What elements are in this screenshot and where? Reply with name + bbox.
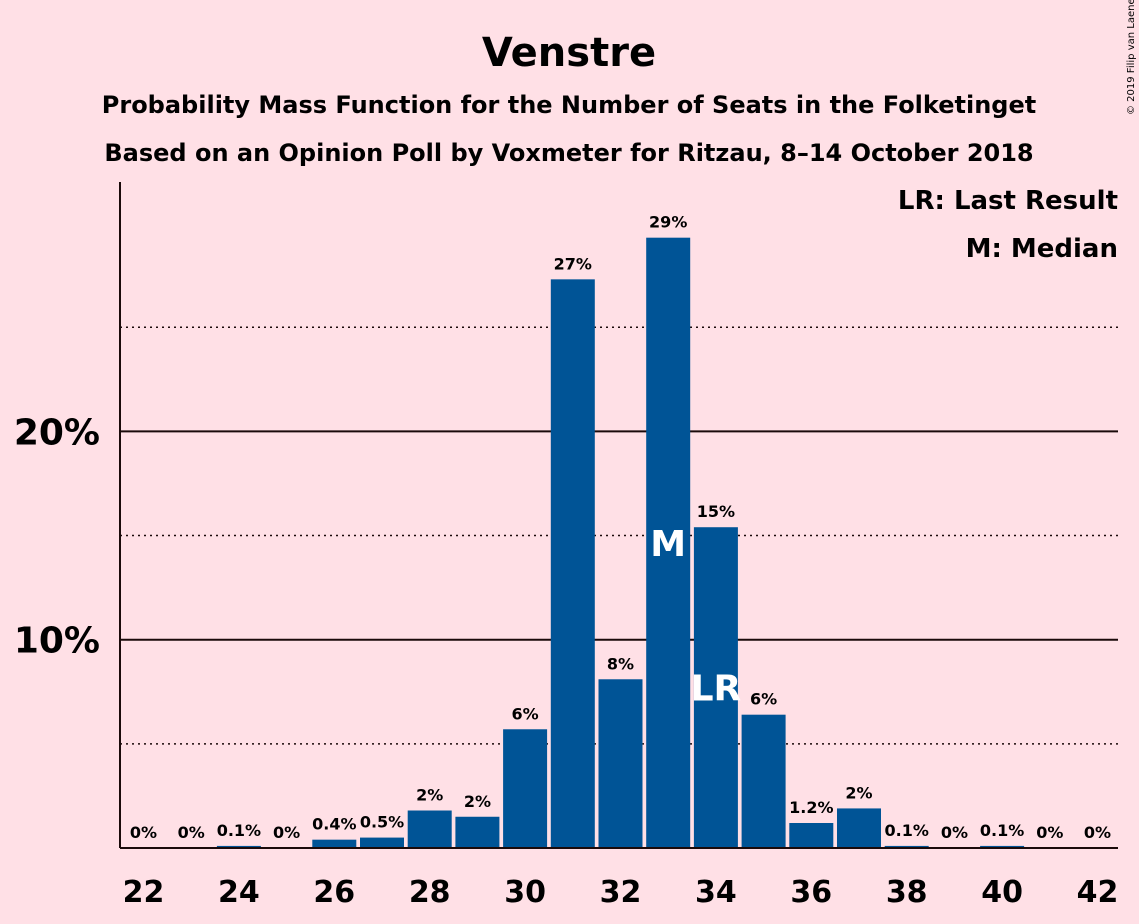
data-label: 6% [512, 704, 539, 723]
x-tick-label: 24 [218, 875, 260, 910]
bar [503, 729, 548, 848]
data-label: 0% [1084, 823, 1111, 842]
data-label: 15% [697, 502, 735, 521]
data-label: 0.4% [312, 815, 356, 834]
x-tick-label: 42 [1077, 875, 1119, 910]
bar [837, 808, 881, 848]
bar [550, 279, 595, 848]
chart-subtitle-2: Based on an Opinion Poll by Voxmeter for… [104, 139, 1033, 167]
x-tick-label: 38 [886, 875, 928, 910]
data-label: 0.1% [980, 821, 1024, 840]
x-tick-label: 30 [504, 875, 546, 910]
data-label: 0% [130, 823, 157, 842]
x-tick-label: 34 [695, 875, 737, 910]
bar [312, 839, 357, 848]
data-label: 0% [178, 823, 205, 842]
data-label: 0% [273, 823, 300, 842]
bar [360, 837, 404, 848]
data-label: 0.5% [360, 813, 404, 832]
data-label: 1.2% [789, 798, 833, 817]
x-tick-label: 26 [313, 875, 355, 910]
data-labels: 0% 0% 0.1% 0% 0.4% 0.5% 2% 2% 6% 27% 8% 29% 15% 6% 1.2… [130, 213, 1111, 842]
x-tick-label: 22 [123, 875, 165, 910]
bar [646, 237, 691, 848]
x-tick-label: 28 [409, 875, 451, 910]
bars [216, 237, 1025, 848]
bar [789, 823, 834, 848]
axes: 10% 20% 22 24 26 28 30 32 34 36 38 40 42 [14, 182, 1119, 910]
bar-markers: M LR [650, 524, 741, 710]
chart-title: Venstre [482, 30, 656, 76]
bar [455, 816, 500, 848]
y-tick-label: 10% [14, 621, 100, 662]
x-tick-label: 36 [790, 875, 832, 910]
x-tick-label: 32 [600, 875, 642, 910]
bar [598, 679, 643, 848]
chart-subtitle-1: Probability Mass Function for the Number… [102, 91, 1036, 119]
data-label: 8% [607, 654, 634, 673]
data-label: 29% [649, 213, 687, 232]
data-label: 6% [750, 690, 777, 709]
bar [693, 527, 738, 848]
legend-median: M: Median [966, 234, 1118, 264]
bar [741, 714, 786, 848]
bar [884, 845, 929, 848]
data-label: 0% [941, 823, 968, 842]
y-tick-label: 20% [14, 412, 100, 453]
median-marker: M [650, 524, 686, 565]
x-tick-label: 40 [981, 875, 1023, 910]
bar [980, 845, 1025, 848]
legend-last-result: LR: Last Result [898, 186, 1118, 216]
data-label: 0% [1036, 823, 1063, 842]
data-label: 2% [416, 786, 443, 805]
data-label: 2% [464, 792, 491, 811]
bar [216, 845, 261, 848]
data-label: 0.1% [217, 821, 261, 840]
last-result-marker: LR [691, 669, 742, 710]
bar [407, 810, 452, 848]
data-label: 27% [554, 254, 592, 273]
data-label: 0.1% [885, 821, 929, 840]
copyright-notice: © 2019 Filip van Laenen [1126, 0, 1137, 115]
data-label: 2% [845, 783, 872, 802]
